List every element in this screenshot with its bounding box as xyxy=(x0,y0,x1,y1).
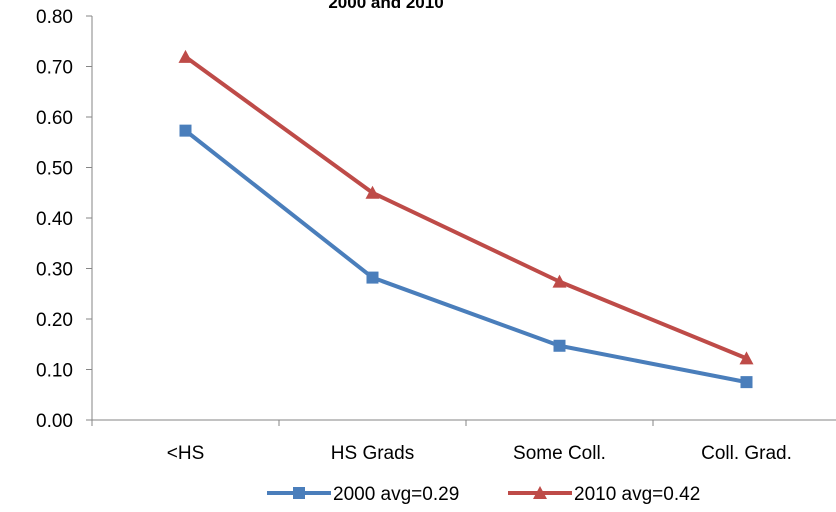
data-point xyxy=(178,49,193,63)
y-tick-label: 0.10 xyxy=(36,361,73,382)
y-axis-ticks: 0.00 0.10 0.20 0.30 0.40 0.50 0.60 0.70 0.80 xyxy=(36,7,92,432)
y-tick-label: 0.60 xyxy=(36,108,73,129)
x-axis-ticks: <HS HS Grads Some Coll. Coll. Grad. xyxy=(91,420,792,464)
x-tick-label: HS Grads xyxy=(331,443,414,464)
series-line xyxy=(183,54,749,361)
series-layer xyxy=(178,49,754,389)
y-tick-label: 0.20 xyxy=(36,310,73,331)
data-point xyxy=(739,351,754,365)
x-tick-label: Coll. Grad. xyxy=(701,443,792,464)
x-tick-label: Some Coll. xyxy=(513,443,606,464)
data-point xyxy=(366,271,379,284)
axes xyxy=(91,16,836,421)
data-point xyxy=(740,376,753,389)
legend-marker xyxy=(293,487,305,499)
y-tick-label: 0.00 xyxy=(36,411,73,432)
y-tick-label: 0.50 xyxy=(36,159,73,180)
legend-label: 2000 avg=0.29 xyxy=(333,484,459,505)
legend: 2000 avg=0.29 2010 avg=0.42 xyxy=(267,484,700,505)
legend-label: 2010 avg=0.42 xyxy=(574,484,700,505)
data-point xyxy=(553,339,566,352)
y-tick-label: 0.30 xyxy=(36,260,73,281)
y-tick-label: 0.70 xyxy=(36,58,73,79)
y-tick-label: 0.80 xyxy=(36,7,73,28)
legend-entry: 2010 avg=0.42 xyxy=(508,484,700,505)
x-tick-label: <HS xyxy=(167,443,205,464)
chart-title: 2000 and 2010 xyxy=(328,0,443,12)
series-line xyxy=(183,128,749,385)
data-point xyxy=(552,274,567,288)
y-tick-label: 0.40 xyxy=(36,209,73,230)
data-point xyxy=(179,124,192,137)
data-point xyxy=(365,185,380,199)
series-1 xyxy=(179,124,753,389)
legend-entry: 2000 avg=0.29 xyxy=(267,484,459,505)
series-2 xyxy=(178,49,754,365)
legend-marker xyxy=(533,486,547,499)
